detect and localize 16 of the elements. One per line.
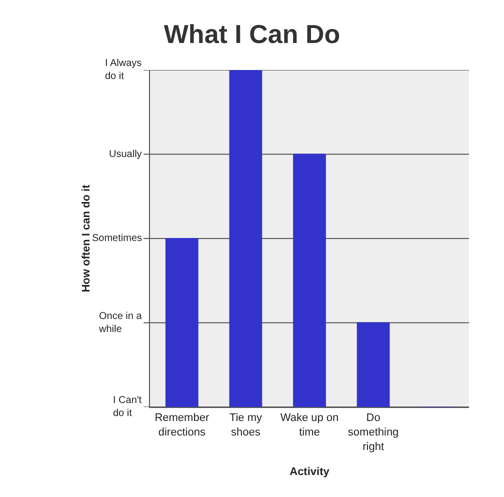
x-tick-label: Remember directions [154,412,210,438]
x-axis-title: Activity [290,466,330,478]
y-axis-title: How often I can do it [80,184,93,292]
text: Once in a while [98,311,142,335]
bar [165,238,198,407]
text: I Always do it [105,58,142,82]
x-tick-label: Do something right [348,412,399,453]
text: Sometimes [92,233,142,244]
x-tick-label: Wake up on time [280,412,339,438]
text: I Can't do it [113,395,142,419]
bar [293,154,326,407]
chart-title: What I Can Do [164,19,340,50]
x-tick-label: Tie my shoes [229,412,262,438]
bar [356,322,390,407]
bar [229,70,262,407]
text: Usually [109,149,142,160]
